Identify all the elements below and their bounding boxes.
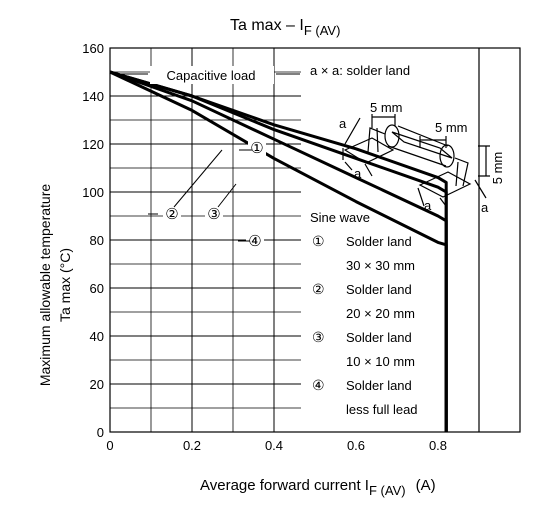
y-tick-label: 100 (82, 185, 104, 200)
y-tick-label: 140 (82, 89, 104, 104)
legend-item-3-line1: Solder land (346, 330, 412, 345)
dim-a-2: a (354, 166, 362, 181)
y-tick-label: 40 (90, 329, 104, 344)
plot-border (109, 47, 521, 433)
capacitive-load-text: Capacitive load (167, 68, 256, 83)
legend-panel (301, 48, 521, 433)
legend-marker-4: ④ (312, 377, 325, 393)
dim-a-1: a (339, 116, 347, 131)
diode-diagram (342, 114, 490, 207)
legend-item-4: ④ Solder land less full lead (312, 377, 418, 417)
y-ticks: 0 20 40 60 80 100 120 140 160 (82, 41, 104, 440)
series-line-2 (109, 70, 448, 432)
y-tick-label: 160 (82, 41, 104, 56)
x-ticks: 0 0.2 0.4 0.6 0.8 (106, 438, 447, 453)
waveform-label: Sine wave (310, 210, 370, 225)
x-tick-label: 0.4 (265, 438, 283, 453)
y-tick-label: 60 (90, 281, 104, 296)
series-line-4 (109, 70, 448, 432)
dim-a-3: a (424, 198, 432, 213)
legend-item-3: ③ Solder land 10 × 10 mm (312, 329, 415, 369)
x-tick-label: 0 (106, 438, 113, 453)
legend-item-2-line2: 20 × 20 mm (346, 306, 415, 321)
series (109, 70, 448, 432)
x-tick-label: 0.8 (429, 438, 447, 453)
capacitive-load-label: Capacitive load (120, 66, 300, 84)
solder-land-note: a × a: solder land (310, 63, 410, 78)
x-tick-label: 0.2 (183, 438, 201, 453)
dim-5mm-mid: 5 mm (435, 120, 468, 135)
curve-marker-2: ② (165, 206, 178, 223)
y-tick-label: 80 (90, 233, 104, 248)
legend-marker-3: ③ (312, 329, 325, 345)
y-tick-label: 0 (97, 425, 104, 440)
series-line-3 (109, 70, 448, 432)
legend-item-4-line1: Solder land (346, 378, 412, 393)
legend-item-2: ② Solder land 20 × 20 mm (312, 281, 415, 321)
plot-frame (109, 47, 521, 433)
legend-item-4-line2: less full lead (346, 402, 418, 417)
y-tick-label: 120 (82, 137, 104, 152)
legend-item-1: ① Solder land 30 × 30 mm (312, 233, 415, 273)
curve-marker-1: ① (250, 140, 263, 157)
legend-item-1-line1: Solder land (346, 234, 412, 249)
legend-marker-1: ① (312, 233, 325, 249)
dim-5mm-top: 5 mm (370, 100, 403, 115)
legend-item-1-line2: 30 × 30 mm (346, 258, 415, 273)
y-axis-label: Maximum allowable temperature Ta max (°C… (37, 184, 73, 387)
legend: a × a: solder land (310, 63, 505, 417)
chart-title: Ta max – IF (AV) (230, 17, 340, 38)
x-tick-label: 0.6 (347, 438, 365, 453)
curve-markers: ① ② ③ ④ (148, 139, 266, 250)
legend-marker-2: ② (312, 281, 325, 297)
curve-marker-4: ④ (248, 233, 261, 250)
y-axis-label-line2: Ta max (°C) (57, 248, 73, 322)
legend-item-2-line1: Solder land (346, 282, 412, 297)
dim-a-4: a (481, 200, 489, 215)
y-tick-label: 20 (90, 377, 104, 392)
legend-item-3-line2: 10 × 10 mm (346, 354, 415, 369)
dim-5mm-right: 5 mm (490, 152, 505, 185)
x-axis-label: Average forward current IF (AV) (A) (200, 477, 436, 498)
curve-marker-3: ③ (207, 206, 220, 223)
y-axis-label-line1: Maximum allowable temperature (37, 184, 53, 387)
